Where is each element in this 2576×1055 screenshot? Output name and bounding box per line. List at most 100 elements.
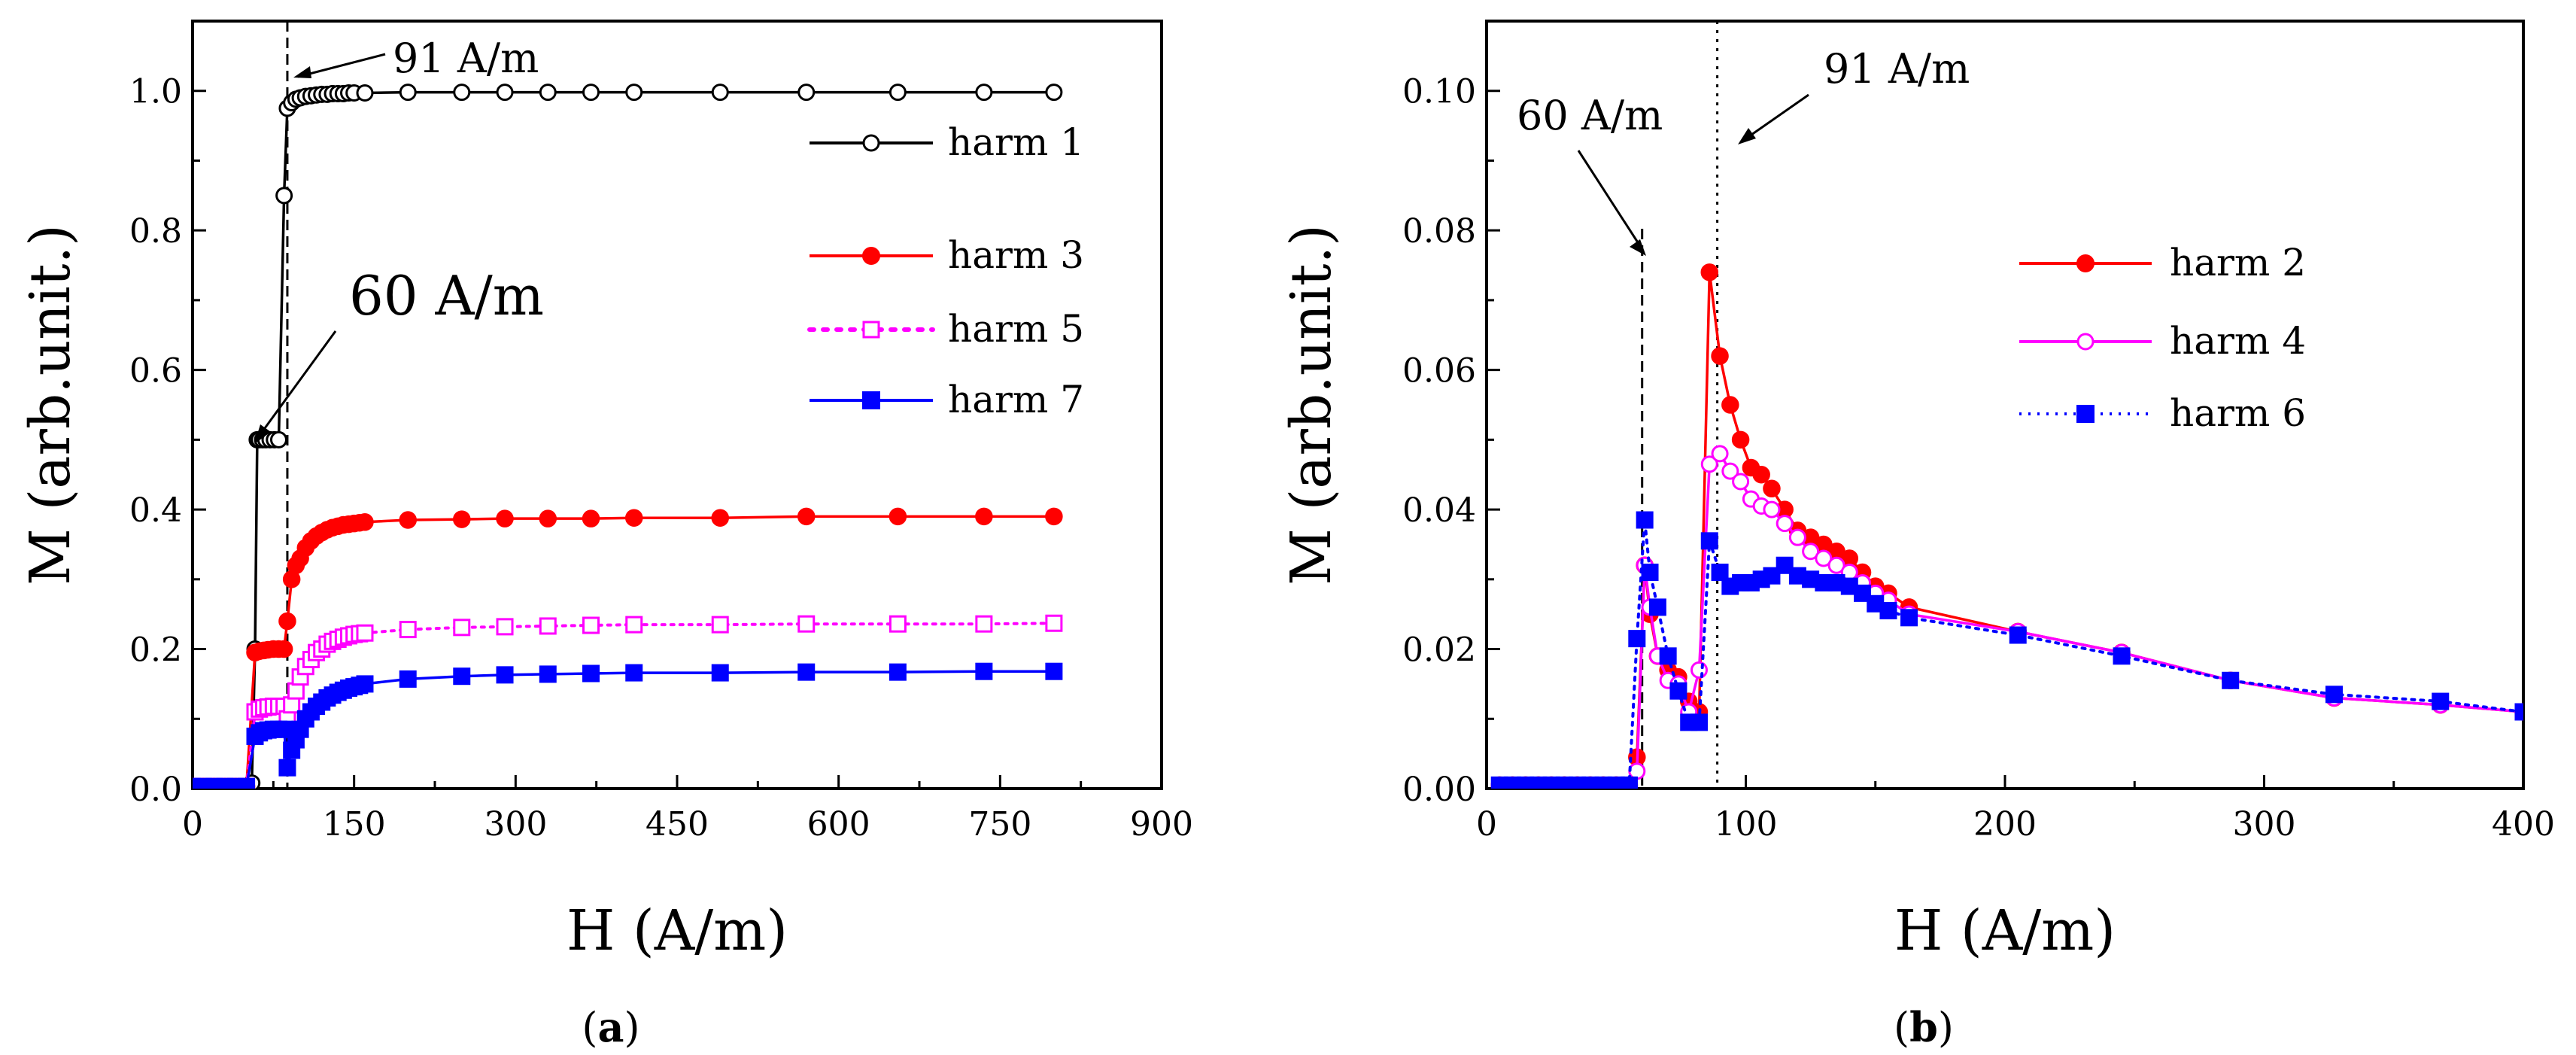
data-point [1900, 609, 1918, 627]
y-tick-label: 0.4 [129, 491, 182, 530]
y-tick-label: 0.2 [129, 631, 182, 670]
data-point [1763, 479, 1781, 498]
data-point [1620, 776, 1638, 789]
data-point [1711, 347, 1729, 365]
legend-marker-harm-6 [2076, 405, 2095, 423]
data-point [625, 509, 643, 527]
data-point [1045, 84, 1063, 102]
data-point [399, 84, 417, 102]
data-point [2009, 626, 2027, 644]
data-point [1721, 396, 1739, 414]
legend-marker-harm-5 [862, 321, 880, 339]
annotation-text-60-b: 60 A/m [1517, 92, 1663, 139]
data-point [278, 759, 296, 777]
data-point [1641, 564, 1659, 582]
data-point [2113, 647, 2131, 665]
data-point [1700, 532, 1718, 550]
series-harm-2 [1490, 263, 2523, 789]
data-point [539, 665, 557, 683]
annotation-arrowhead-91-a [293, 66, 311, 78]
legend-label-harm-3: harm 3 [948, 233, 1084, 277]
panel-caption-letter-a: a [598, 1003, 624, 1051]
data-point [1731, 430, 1750, 449]
y-axis-label-a: M (arb.unit.) [18, 224, 83, 585]
series-harm-5 [193, 614, 1063, 789]
data-point [1854, 584, 1872, 602]
annotation-arrow-91-b [1743, 93, 1809, 141]
data-point [356, 675, 374, 693]
data-point [889, 507, 907, 526]
annotation-arrow-60-a [0, 0, 340, 335]
legend-a: harm 1 harm 3 harm 5 harm 7 [807, 120, 1084, 421]
y-tick-label: 0.00 [1402, 771, 1476, 809]
data-point [1045, 662, 1063, 680]
data-point [496, 666, 514, 684]
legend-item-harm-5: harm 5 [807, 307, 1084, 351]
data-point [1802, 543, 1820, 561]
series-harm-7 [193, 662, 1063, 789]
legend-item-harm-1: harm 1 [810, 120, 1084, 164]
annotation-arrowhead-60-b [1630, 239, 1646, 256]
data-point [1648, 598, 1666, 616]
data-point [539, 509, 557, 528]
x-tick-label: 300 [2233, 805, 2296, 844]
data-point [711, 664, 729, 682]
data-point [453, 619, 471, 637]
annotation-91-b: 91 A/m [1738, 45, 1970, 144]
series-group-b [1490, 263, 2523, 789]
data-point [399, 670, 417, 688]
data-point [975, 615, 993, 633]
data-point [1628, 630, 1646, 648]
data-point [889, 615, 907, 633]
data-point [1669, 682, 1687, 700]
data-point [496, 84, 514, 102]
data-point [2222, 671, 2240, 689]
annotation-arrow-60-b [1577, 150, 1643, 249]
series-line [193, 90, 1054, 788]
annotation-60-a: 60 A/m [0, 0, 544, 444]
data-point [275, 187, 293, 205]
y-tick-label: 0.10 [1402, 73, 1476, 111]
y-tick-label: 0.08 [1402, 212, 1476, 251]
x-tick-label: 450 [646, 805, 709, 844]
data-point [453, 667, 471, 686]
data-point [1763, 500, 1781, 518]
data-point [1690, 661, 1708, 679]
data-point [1788, 528, 1806, 546]
data-point [1732, 473, 1750, 491]
data-point [287, 682, 305, 700]
data-point [399, 511, 417, 529]
y-tick-label: 0.0 [129, 771, 182, 809]
data-point [356, 624, 374, 642]
legend-item-harm-3: harm 3 [810, 233, 1084, 277]
legend-item-harm-4: harm 4 [2019, 319, 2306, 363]
y-tick-label: 0.6 [129, 352, 182, 391]
series-line [1499, 451, 2523, 787]
panel-a: 0 150 300 450 600 750 900 0.0 0.2 0.4 0.6 0.8 1.0 H … [0, 0, 1193, 1051]
x-tick-label: 0 [1476, 805, 1497, 844]
data-point [278, 612, 296, 631]
data-point [582, 616, 600, 634]
legend-item-harm-2: harm 2 [2019, 241, 2306, 284]
axis-ticks-b: 0 100 200 300 400 0.00 0.02 0.04 0.06 0.08 0.10 [1402, 20, 2555, 844]
data-point [1700, 263, 1719, 281]
x-tick-label: 900 [1130, 805, 1193, 844]
legend-label-harm-5: harm 5 [948, 307, 1084, 351]
data-point [975, 662, 993, 680]
legend-marker-harm-3 [862, 247, 880, 265]
legend-label-harm-7: harm 7 [948, 378, 1084, 421]
annotation-arrow-91-a [297, 53, 386, 78]
data-point [1045, 614, 1063, 632]
panel-caption-letter-b: b [1909, 1003, 1938, 1051]
data-point [238, 777, 256, 789]
legend-item-harm-7: harm 7 [810, 378, 1084, 421]
data-point [1721, 462, 1739, 480]
annotation-arrowhead-91-b [1738, 128, 1756, 144]
data-point [582, 509, 600, 528]
data-point [2514, 703, 2523, 721]
data-point [975, 507, 993, 526]
data-point [2432, 692, 2450, 710]
y-tick-label: 0.02 [1402, 631, 1476, 670]
data-point [625, 664, 643, 682]
